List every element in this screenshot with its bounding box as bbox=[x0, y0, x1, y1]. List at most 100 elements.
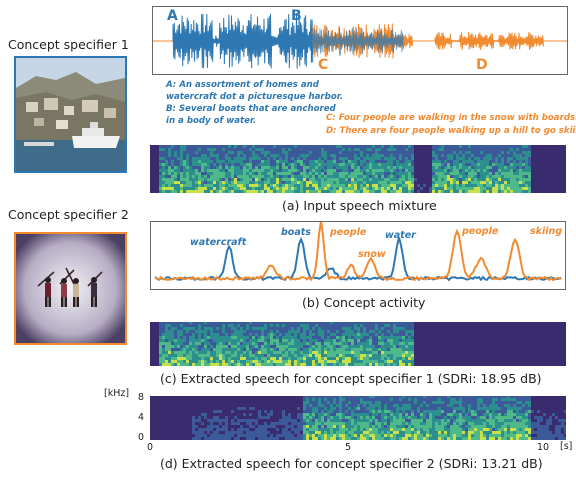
spectrogram-cell bbox=[366, 181, 369, 184]
spectrogram-cell bbox=[381, 342, 384, 345]
spectrogram-cell bbox=[240, 187, 243, 190]
spectrogram-cell bbox=[354, 187, 357, 190]
spectrogram-cell bbox=[189, 190, 192, 193]
spectrogram-cell bbox=[228, 166, 231, 169]
spectrogram-cell bbox=[420, 422, 423, 425]
spectrogram-cell bbox=[330, 360, 333, 363]
spectrogram-cell bbox=[378, 184, 381, 187]
spectrogram-cell bbox=[525, 404, 528, 407]
spectrogram-cell bbox=[363, 425, 366, 428]
spectrogram-cell bbox=[480, 169, 483, 172]
spectrogram-cell bbox=[162, 172, 165, 175]
spectrogram-cell bbox=[162, 184, 165, 187]
spectrogram-cell bbox=[186, 184, 189, 187]
spectrogram-cell bbox=[306, 404, 309, 407]
spectrogram-cell bbox=[378, 154, 381, 157]
spectrogram-cell bbox=[222, 172, 225, 175]
spectrogram-cell bbox=[510, 407, 513, 410]
spectrogram-cell bbox=[507, 422, 510, 425]
spectrogram-cell bbox=[231, 363, 234, 366]
spectrogram-cell bbox=[399, 437, 402, 440]
spectrogram-cell bbox=[267, 413, 270, 416]
spectrogram-cell bbox=[375, 321, 378, 324]
spectrogram-cell bbox=[294, 166, 297, 169]
spectrogram-cell bbox=[390, 187, 393, 190]
spectrogram-cell bbox=[474, 434, 477, 437]
spectrogram-cell bbox=[282, 190, 285, 193]
spectrogram-cell bbox=[177, 327, 180, 330]
spectrogram-cell bbox=[261, 157, 264, 160]
spectrogram-cell bbox=[450, 190, 453, 193]
spectrogram-cell bbox=[165, 154, 168, 157]
spectrogram-cell bbox=[417, 410, 420, 413]
spectrogram-cell bbox=[399, 345, 402, 348]
spectrogram-cell bbox=[411, 395, 414, 398]
spectrogram-cell bbox=[384, 413, 387, 416]
spectrogram-cell bbox=[471, 175, 474, 178]
spectrogram-cell bbox=[249, 357, 252, 360]
spectrogram-cell bbox=[513, 434, 516, 437]
spectrogram-cell bbox=[168, 351, 171, 354]
spectrogram-cell bbox=[390, 428, 393, 431]
spectrogram-cell bbox=[363, 348, 366, 351]
spectrogram-cell bbox=[393, 348, 396, 351]
spectrogram-cell bbox=[354, 157, 357, 160]
spectrogram-cell bbox=[183, 148, 186, 151]
spectrogram-cell bbox=[249, 336, 252, 339]
spectrogram-cell bbox=[174, 169, 177, 172]
spectrogram-cell bbox=[345, 145, 348, 148]
spectrogram-cell bbox=[285, 342, 288, 345]
spectrogram-cell bbox=[441, 437, 444, 440]
spectrogram-cell bbox=[246, 342, 249, 345]
spectrogram-cell bbox=[390, 336, 393, 339]
spectrogram-cell bbox=[387, 428, 390, 431]
spectrogram-cell bbox=[528, 175, 531, 178]
spectrogram-cell bbox=[246, 351, 249, 354]
spectrogram-cell bbox=[237, 157, 240, 160]
spectrogram-cell bbox=[270, 160, 273, 163]
spectrogram-cell bbox=[240, 354, 243, 357]
spectrogram-cell bbox=[387, 342, 390, 345]
spectrogram-cell bbox=[372, 395, 375, 398]
spectrogram-cell bbox=[246, 354, 249, 357]
spectrogram-cell bbox=[501, 437, 504, 440]
spectrogram-cell bbox=[366, 166, 369, 169]
spectrogram-cell bbox=[438, 437, 441, 440]
spectrogram-cell bbox=[168, 151, 171, 154]
spectrogram-cell bbox=[285, 357, 288, 360]
spectrogram-cell bbox=[330, 398, 333, 401]
spectrogram-cell bbox=[360, 363, 363, 366]
spectrogram-cell bbox=[501, 425, 504, 428]
spectrogram-cell bbox=[354, 175, 357, 178]
spectrogram-cell bbox=[321, 327, 324, 330]
spectrogram-cell bbox=[390, 175, 393, 178]
spectrogram-cell bbox=[522, 166, 525, 169]
spectrogram-cell bbox=[492, 395, 495, 398]
spectrogram-cell bbox=[237, 360, 240, 363]
spectrogram-cell bbox=[258, 148, 261, 151]
spectrogram-cell bbox=[396, 148, 399, 151]
spectrogram-cell bbox=[222, 324, 225, 327]
spectrogram-cell bbox=[342, 163, 345, 166]
spectrogram-cell bbox=[435, 413, 438, 416]
spectrogram-cell bbox=[219, 342, 222, 345]
spectrogram-cell bbox=[264, 336, 267, 339]
spectrogram-cell bbox=[228, 339, 231, 342]
spectrogram-cell bbox=[468, 422, 471, 425]
spectrogram-cell bbox=[336, 431, 339, 434]
spectrogram-cell bbox=[261, 172, 264, 175]
spectrogram-cell bbox=[225, 169, 228, 172]
spectrogram-cell bbox=[399, 336, 402, 339]
spectrogram-cell bbox=[303, 413, 306, 416]
spectrogram-cell bbox=[384, 175, 387, 178]
spectrogram-cell bbox=[171, 324, 174, 327]
spectrogram-cell bbox=[453, 178, 456, 181]
spectrogram-cell bbox=[216, 166, 219, 169]
spectrogram-cell bbox=[273, 437, 276, 440]
spectrogram-cell bbox=[411, 178, 414, 181]
spectrogram-cell bbox=[465, 184, 468, 187]
spectrogram-cell bbox=[348, 354, 351, 357]
spectrogram-cell bbox=[360, 324, 363, 327]
spectrogram-cell bbox=[489, 181, 492, 184]
spectrogram-cell bbox=[411, 431, 414, 434]
